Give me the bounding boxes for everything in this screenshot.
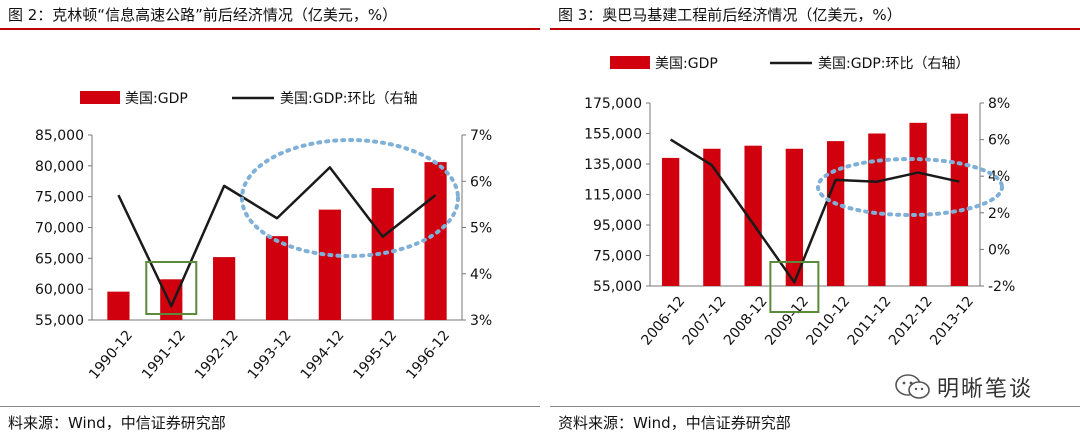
title-rule: [550, 28, 1080, 30]
source-note: 资料来源：Wind，中信证券研究部: [558, 414, 791, 432]
y2-tick-label: 5%: [470, 221, 492, 237]
y-tick-label: 175,000: [584, 96, 642, 112]
chart-title: 图 3：奥巴马基建工程前后经济情况（亿美元，%）: [558, 6, 902, 24]
bar-gdp: [826, 141, 845, 286]
line-gdp-growth: [117, 166, 437, 308]
chart-panel-right: 图 3：奥巴马基建工程前后经济情况（亿美元，%） 美国:GDP 美国:GDP:环比…: [550, 0, 1080, 440]
y2-tick-label: -2%: [988, 279, 1015, 295]
gdp-chart-clinton: 美国:GDP 美国:GDP:环比（右轴 55,000 60,000 65,000 70,0…: [35, 91, 492, 383]
bar-gdp: [868, 133, 886, 286]
y-tick-label: 95,000: [593, 218, 642, 234]
footer-rule: [550, 406, 1080, 407]
legend-swatch-bar: [80, 91, 120, 104]
bar-gdp: [661, 157, 680, 286]
bar-gdp: [107, 291, 130, 320]
y-tick-label: 135,000: [584, 157, 642, 173]
chart-title: 图 2：克林顿“信息高速公路”前后经济情况（亿美元，%）: [8, 6, 398, 24]
x-tick-label: 1990-12: [86, 327, 136, 382]
y2-tick-label: 0%: [988, 242, 1010, 258]
y2-tick-label: 4%: [470, 267, 492, 283]
legend-label-bar: 美国:GDP: [655, 56, 718, 72]
y2-tick-label: 6%: [988, 133, 1010, 149]
y-tick-label: 70,000: [35, 221, 84, 237]
y-tick-label: 75,000: [593, 249, 642, 265]
y2-tick-label: 6%: [470, 174, 492, 190]
y-tick-label: 115,000: [584, 188, 642, 204]
y-tick-label: 80,000: [35, 159, 84, 175]
y2-tick-label: 2%: [988, 206, 1010, 222]
bar-gdp: [371, 188, 394, 320]
y2-tick-label: 7%: [470, 128, 492, 144]
x-tick-label: 1991-12: [139, 327, 189, 382]
wechat-icon: [895, 373, 931, 401]
y-tick-label: 55,000: [593, 279, 642, 295]
highlight-ellipse: [240, 138, 460, 258]
x-tick-label: 2013-12: [927, 293, 977, 348]
x-tick-label: 1993-12: [245, 327, 295, 382]
highlight-ellipse: [816, 157, 1004, 217]
highlight-box: [145, 261, 198, 315]
legend-label-line: 美国:GDP:环比（右轴）: [818, 56, 970, 72]
bar-gdp: [703, 148, 721, 286]
y-tick-label: 155,000: [584, 127, 642, 143]
watermark-text: 明晰笔谈: [937, 377, 1034, 402]
y-tick-label: 65,000: [35, 251, 84, 267]
y2-tick-label: 8%: [988, 96, 1010, 112]
source-note: 料来源：Wind，中信证券研究部: [8, 414, 226, 432]
y-tick-label: 85,000: [35, 128, 84, 144]
footer-rule: [0, 406, 540, 407]
x-tick-label: 1994-12: [298, 327, 348, 382]
legend-label-line: 美国:GDP:环比（右轴: [280, 91, 418, 107]
bar-gdp: [318, 209, 341, 320]
chart-panel-left: 图 2：克林顿“信息高速公路”前后经济情况（亿美元，%） 美国:GDP 美国:GD…: [0, 6, 540, 432]
bar-gdp: [213, 257, 236, 320]
bar-gdp: [950, 113, 969, 286]
legend-swatch-bar: [610, 56, 650, 69]
bar-gdp: [265, 236, 289, 320]
y-tick-label: 55,000: [35, 313, 84, 329]
highlight-box: [769, 261, 820, 313]
legend-label-bar: 美国:GDP: [125, 91, 188, 107]
x-tick-label: 1996-12: [403, 327, 453, 382]
y-tick-label: 75,000: [35, 190, 84, 206]
title-rule: [0, 28, 540, 30]
bar-gdp: [160, 279, 183, 320]
x-tick-label: 1992-12: [192, 327, 242, 382]
bar-gdp: [744, 145, 762, 286]
watermark: 明晰笔谈: [895, 370, 1065, 404]
bar-gdp: [909, 122, 927, 286]
gdp-chart-obama: 美国:GDP 美国:GDP:环比（右轴） 55,000 75,000 95,000 115…: [584, 56, 1015, 349]
y-tick-label: 60,000: [35, 282, 84, 298]
line-gdp-growth: [669, 138, 960, 284]
bar-gdp: [424, 162, 447, 320]
x-tick-label: 1995-12: [350, 327, 400, 382]
bar-gdp: [785, 148, 804, 286]
y2-tick-label: 3%: [470, 313, 492, 329]
